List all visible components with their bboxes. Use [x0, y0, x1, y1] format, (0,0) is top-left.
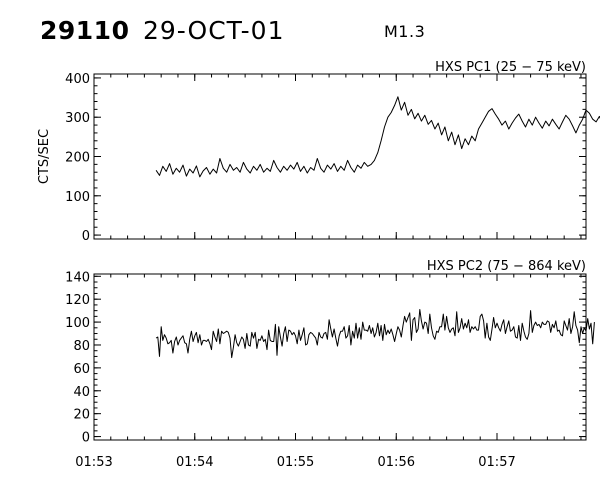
x-tick-label: 01:54 [176, 455, 213, 470]
x-tick-label: 01:55 [277, 455, 314, 470]
plot-panel-1: 0 100 200 300 400 HXS PC1 (25 − 75 keV) CTS/SE… [37, 60, 600, 244]
flare-class: M1.3 [384, 22, 426, 41]
y-tick-label: 100 [65, 316, 90, 331]
event-date: 29-OCT-01 [143, 16, 285, 45]
panel-title: HXS PC1 (25 − 75 keV) [435, 60, 586, 75]
y-tick-label: 20 [73, 408, 90, 423]
y-tick-label: 400 [65, 72, 90, 87]
y-tick-label: 100 [65, 190, 90, 205]
series-line [155, 96, 600, 178]
event-id: 29110 [40, 16, 130, 45]
x-tick-label: 01:57 [478, 455, 515, 470]
plot-frame [93, 73, 587, 240]
y-axis-label: CTS/SEC [37, 129, 52, 184]
plot-panel-2: 0 20 40 60 80 100 120 140 01:53 01:54 01:55 01:56 01… [65, 259, 595, 470]
panel-title: HXS PC2 (75 − 864 keV) [427, 259, 586, 274]
y-tick-label: 200 [65, 151, 90, 166]
series-line [155, 309, 595, 359]
y-tick-label: 0 [82, 431, 90, 446]
y-tick-label: 40 [73, 385, 90, 400]
x-tick-label: 01:53 [75, 455, 112, 470]
y-tick-label: 120 [65, 293, 90, 308]
y-tick-label: 300 [65, 111, 90, 126]
y-tick-label: 60 [73, 362, 90, 377]
y-tick-label: 0 [82, 229, 90, 244]
y-tick-label: 140 [65, 270, 90, 285]
x-tick-label: 01:56 [378, 455, 415, 470]
y-tick-label: 80 [73, 339, 90, 354]
plot-frame [93, 273, 587, 441]
